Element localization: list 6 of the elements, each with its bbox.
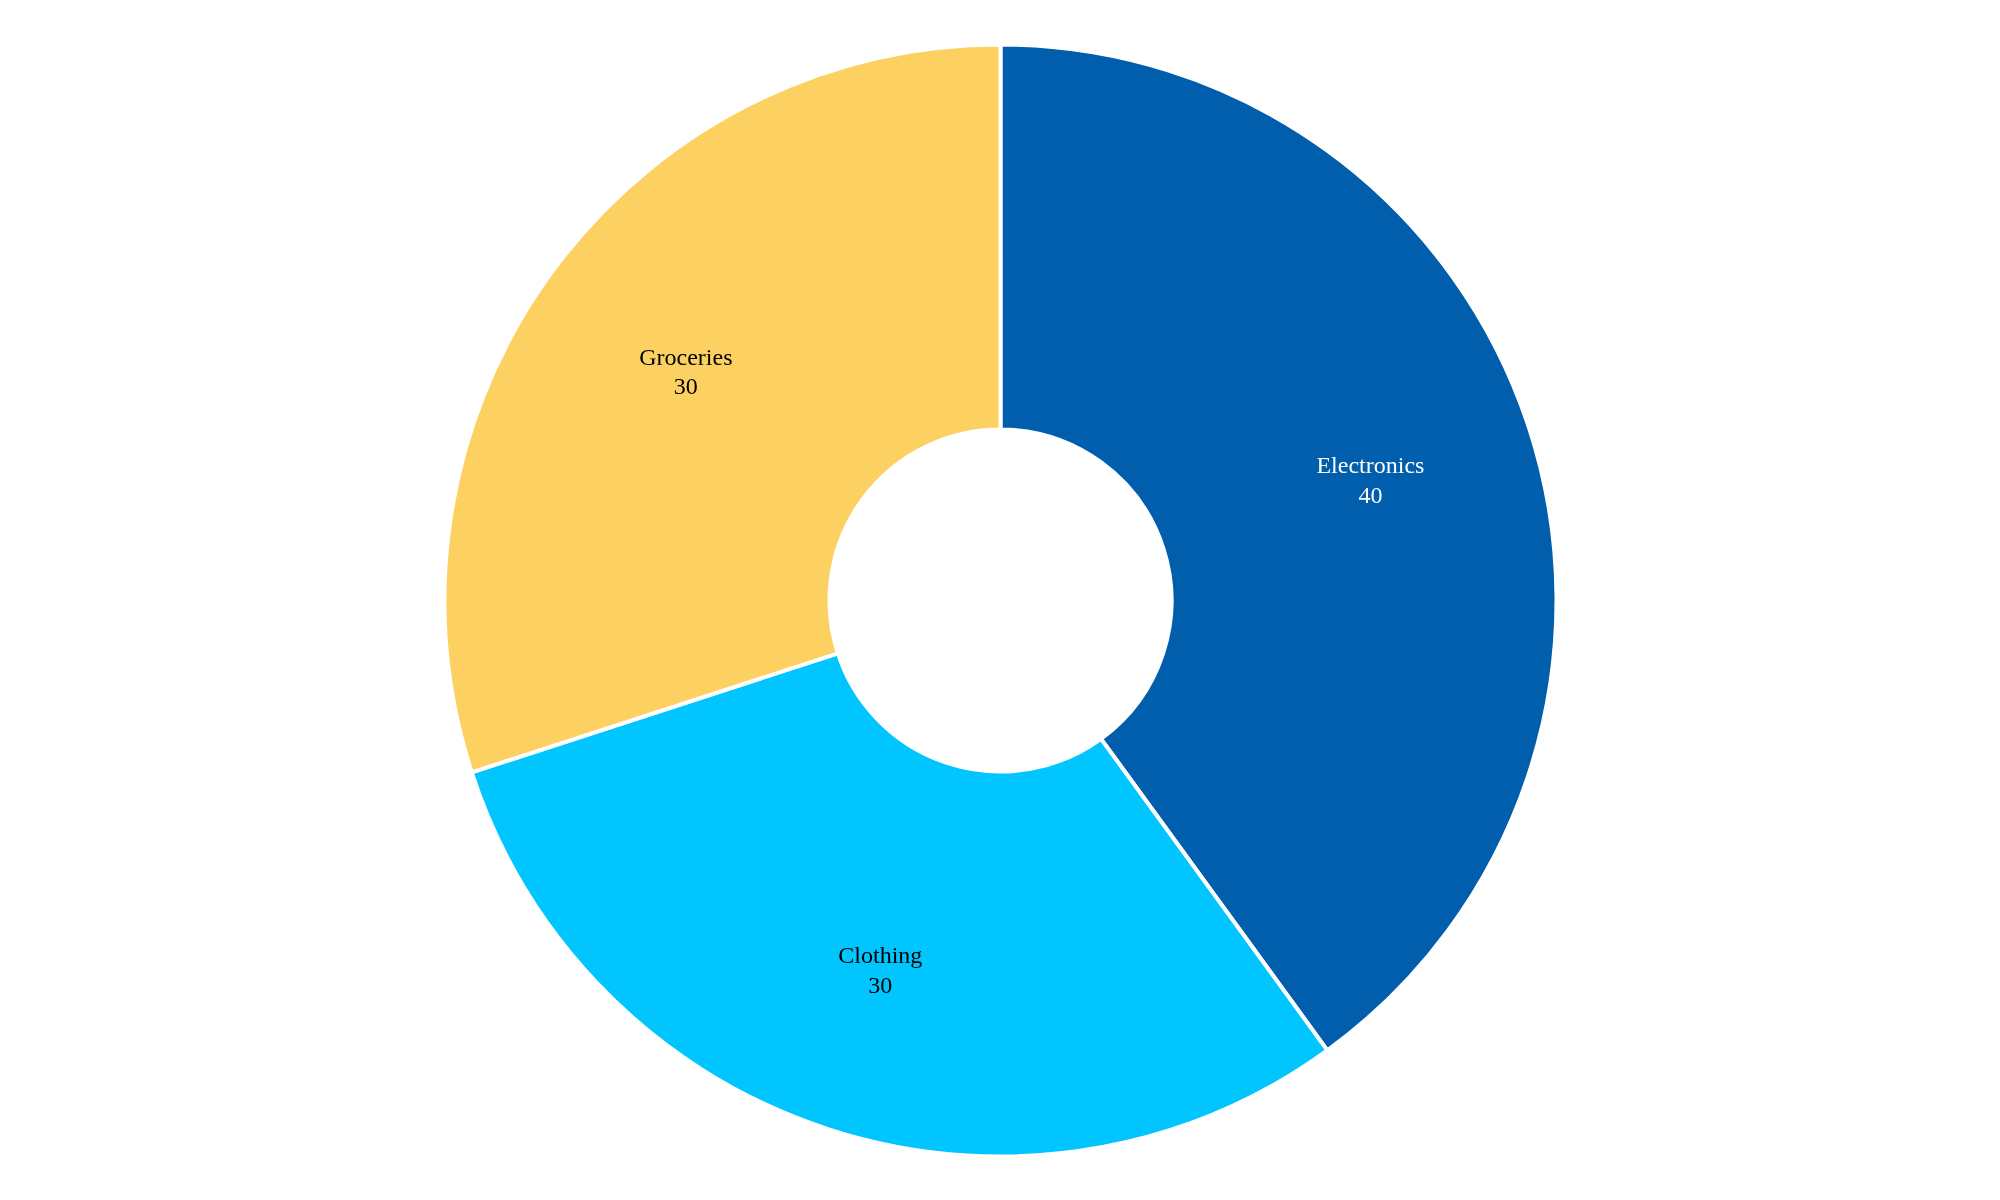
data-label: 30 — [868, 971, 893, 998]
slice-label: Groceries — [639, 343, 733, 370]
data-label: 30 — [673, 373, 698, 400]
data-label: 40 — [1358, 481, 1383, 508]
slice-label: Clothing — [838, 942, 923, 969]
slice-label: Electronics — [1316, 452, 1425, 479]
